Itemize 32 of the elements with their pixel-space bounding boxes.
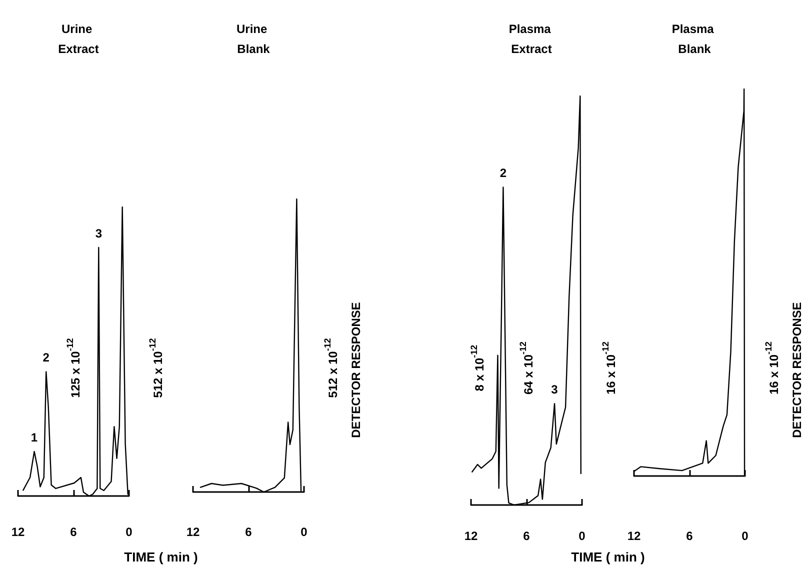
x-axis-title: TIME ( min )	[124, 550, 198, 564]
x-tick-label: 6	[245, 525, 252, 539]
text: 512 x 10-12	[148, 338, 165, 398]
x-tick-label: 6	[686, 529, 694, 543]
text: 16 x 10-12	[600, 341, 618, 395]
x-tick-label: 6	[523, 529, 530, 543]
annotation: 2	[42, 350, 50, 365]
x-tick-label: 0	[578, 529, 586, 543]
x-tick-label: 0	[742, 529, 749, 543]
annotation: 64 x 10-12	[518, 341, 536, 395]
x-tick-label: 0	[126, 525, 133, 539]
annotation: 1	[30, 430, 38, 444]
annotation: 3	[551, 382, 558, 397]
chart-title: Plasma Blank	[672, 22, 718, 56]
y-axis-title: DETECTOR RESPONSE	[790, 302, 804, 438]
chart-title: Plasma Extract	[508, 22, 554, 56]
annotation: 3	[95, 226, 102, 240]
text: 512 x 10-12	[322, 338, 340, 398]
chart-title: Urine Blank	[236, 22, 271, 56]
annotation: 2	[500, 166, 507, 180]
x-tick-label: 12	[186, 525, 200, 539]
x-tick-label: 6	[70, 525, 78, 539]
annotation: 8 x 10-12	[469, 344, 487, 392]
x-tick-label: 0	[300, 525, 308, 539]
x-axis-title: TIME ( min )	[571, 550, 645, 564]
x-tick-label: 12	[11, 525, 25, 539]
chart-title: Urine Extract	[58, 22, 99, 56]
text: 16 x 10-12	[764, 341, 781, 395]
y-axis-title: DETECTOR RESPONSE	[349, 302, 363, 438]
annotation: 125 x 10-12	[65, 338, 82, 398]
x-tick-label: 12	[464, 529, 478, 543]
x-tick-label: 12	[627, 529, 641, 543]
